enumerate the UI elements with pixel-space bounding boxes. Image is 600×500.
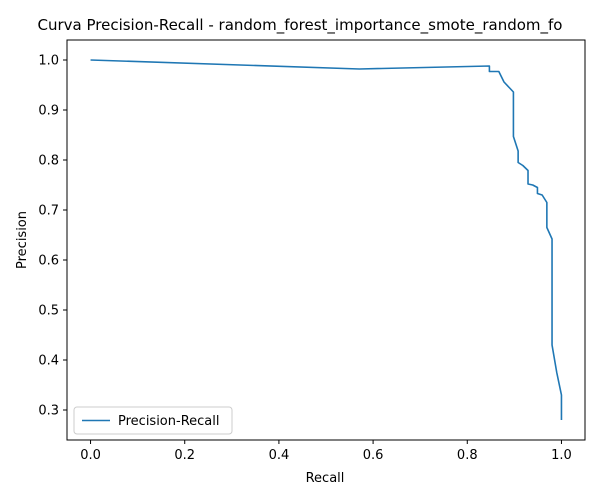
series-line-1 bbox=[90, 59, 563, 420]
x-tick-label: 1.0 bbox=[551, 448, 572, 463]
y-axis-label: Precision bbox=[15, 211, 30, 269]
legend-box bbox=[73, 406, 233, 435]
y-tick-label: 0.8 bbox=[38, 154, 59, 169]
x-tick-label: 0.4 bbox=[269, 448, 290, 463]
plot-frame bbox=[66, 39, 586, 441]
y-tick-label: 0.7 bbox=[38, 204, 59, 219]
chart-title: Curva Precision-Recall - random_forest_i… bbox=[38, 16, 563, 35]
y-tick-label: 1.0 bbox=[38, 54, 59, 69]
y-tick-label: 0.5 bbox=[38, 304, 59, 319]
y-tick-label: 0.3 bbox=[38, 404, 59, 419]
x-axis-label: Recall bbox=[306, 471, 345, 486]
x-tick-label: 0.0 bbox=[80, 448, 101, 463]
x-tick-label: 0.8 bbox=[457, 448, 478, 463]
legend-label: Precision-Recall bbox=[118, 414, 219, 429]
x-tick-label: 0.6 bbox=[363, 448, 384, 463]
x-tick-label: 0.2 bbox=[174, 448, 195, 463]
y-tick-label: 0.6 bbox=[38, 254, 59, 269]
y-tick-label: 0.9 bbox=[38, 104, 59, 119]
plot-area: 0.0 0.2 0.4 0.6 0.8 1.0 0.3 0.4 0.5 0.6 0.7 0.8 0.9 1… bbox=[38, 39, 586, 463]
y-tick-label: 0.4 bbox=[38, 354, 59, 369]
